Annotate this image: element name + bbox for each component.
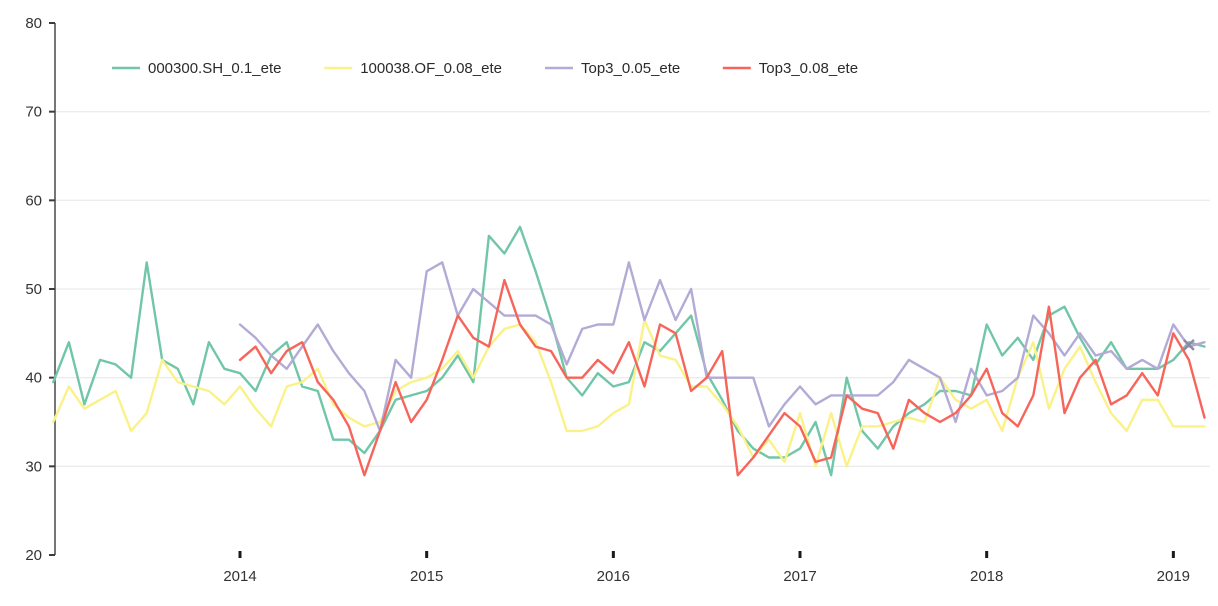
y-tick-label-50: 50 [25, 281, 42, 298]
x-tick-label-2014: 2014 [223, 568, 256, 585]
x-tick-label-2016: 2016 [597, 568, 630, 585]
x-marker-stroke-2 [1183, 339, 1195, 351]
y-axis-labels: 20 30 40 50 60 70 80 [25, 15, 42, 564]
legend-label-1: 100038.OF_0.08_ete [360, 60, 502, 77]
series-lines [52, 225, 1206, 477]
y-tick-label-80: 80 [25, 15, 42, 32]
x-tick-label-2019: 2019 [1157, 568, 1190, 585]
legend-label-2: Top3_0.05_ete [581, 60, 680, 77]
legend-item-2[interactable]: Top3_0.05_ete [545, 60, 680, 77]
y-tick-label-70: 70 [25, 104, 42, 121]
series-line-000300.SH_0.1_ete [52, 225, 1206, 477]
x-axis-labels: 2014 2015 2016 2017 2018 2019 [223, 568, 1190, 585]
y-tick-label-30: 30 [25, 458, 42, 475]
legend-item-1[interactable]: 100038.OF_0.08_ete [324, 60, 502, 77]
axes [49, 22, 1175, 558]
series-line-100038.OF_0.08_ete [52, 318, 1206, 468]
gridlines [55, 111, 1210, 467]
x-tick-label-2018: 2018 [970, 568, 1003, 585]
legend-label-0: 000300.SH_0.1_ete [148, 60, 281, 77]
legend-label-3: Top3_0.08_ete [759, 60, 858, 77]
legend-item-3[interactable]: Top3_0.08_ete [722, 60, 858, 77]
x-tick-label-2015: 2015 [410, 568, 443, 585]
x-cross-marker [1183, 339, 1195, 351]
y-tick-label-40: 40 [25, 370, 42, 387]
x-tick-label-2017: 2017 [783, 568, 816, 585]
y-tick-label-20: 20 [25, 547, 42, 564]
legend-item-0[interactable]: 000300.SH_0.1_ete [112, 60, 281, 77]
legend: 000300.SH_0.1_ete 100038.OF_0.08_ete Top3_… [112, 60, 858, 77]
y-tick-label-60: 60 [25, 192, 42, 209]
series-line-Top3_0.05_ete [238, 261, 1206, 433]
series-line-Top3_0.08_ete [238, 278, 1206, 477]
